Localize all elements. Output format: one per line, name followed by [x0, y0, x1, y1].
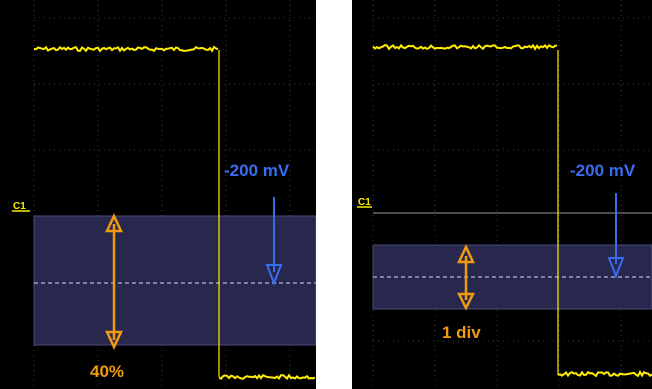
channel-label: C1: [13, 201, 26, 212]
scope-panel-right: C1 1 div -200 mV: [352, 0, 652, 389]
signal-trace: [33, 45, 316, 381]
offset-down-arrow: [265, 197, 283, 286]
channel-label: C1: [358, 197, 371, 208]
vertical-range-band: [372, 244, 652, 310]
scope-panel-left: C1 40% -200 mV: [0, 0, 316, 389]
range-double-arrow: [105, 213, 123, 350]
grid-right: [372, 0, 652, 389]
vertical-range-band: [33, 215, 316, 346]
offset-label: -200 mV: [224, 161, 290, 180]
offset-down-arrow: [607, 193, 625, 279]
range-percent-label: 40%: [90, 362, 124, 381]
range-double-arrow: [456, 244, 476, 311]
scope-display-right: C1 1 div -200 mV: [357, 0, 652, 389]
scope-display-left: C1 40% -200 mV: [12, 0, 316, 389]
offset-label: -200 mV: [570, 161, 636, 180]
signal-trace: [372, 43, 652, 378]
range-div-label: 1 div: [442, 323, 481, 342]
